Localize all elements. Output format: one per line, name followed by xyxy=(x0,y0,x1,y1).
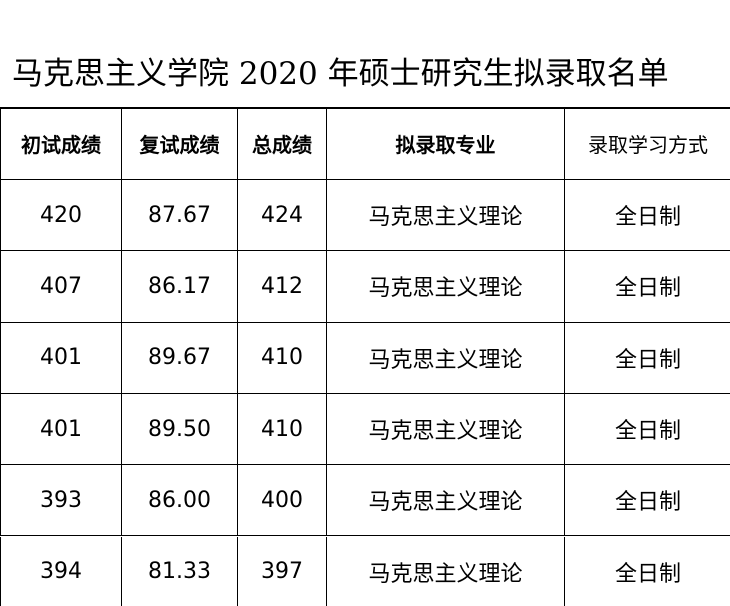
table-cell: 410 xyxy=(238,322,327,394)
table-cell: 89.67 xyxy=(122,322,238,394)
table-cell: 马克思主义理论 xyxy=(327,393,565,466)
title: 马克思主义学院 2020 年硕士研究生拟录取名单 xyxy=(12,56,669,92)
table-cell: 89.50 xyxy=(122,393,238,466)
table-cell: 87.67 xyxy=(122,180,238,252)
table-cell: 410 xyxy=(238,393,327,466)
table-cell: 400 xyxy=(238,465,327,537)
table-cell: 全日制 xyxy=(565,394,730,466)
table-cell: 马克思主义理论 xyxy=(327,322,565,394)
table-top-border xyxy=(0,107,730,109)
table-cell: 401 xyxy=(0,393,122,466)
table-cell: 86.17 xyxy=(122,251,238,323)
table-cell: 81.33 xyxy=(122,536,238,606)
table-cell: 412 xyxy=(238,251,327,323)
table-cell: 全日制 xyxy=(565,537,730,606)
table-cell: 393 xyxy=(0,465,122,537)
table-cell: 全日制 xyxy=(565,465,730,537)
table-cell: 马克思主义理论 xyxy=(327,465,565,537)
table-cell: 全日制 xyxy=(565,180,730,252)
table-cell: 394 xyxy=(0,536,122,606)
column-header: 初试成绩 xyxy=(0,108,122,180)
table-cell: 401 xyxy=(0,322,122,394)
column-header: 复试成绩 xyxy=(122,108,238,180)
table-cell: 马克思主义理论 xyxy=(327,180,565,252)
table-cell: 397 xyxy=(238,536,327,606)
column-header: 总成绩 xyxy=(238,108,327,180)
table-cell: 全日制 xyxy=(565,251,730,323)
column-header: 拟录取专业 xyxy=(327,108,565,180)
column-header: 录取学习方式 xyxy=(565,108,730,180)
table-cell: 407 xyxy=(0,251,122,323)
table-cell: 86.00 xyxy=(122,465,238,537)
table-cell: 马克思主义理论 xyxy=(327,536,565,606)
table-cell: 424 xyxy=(238,180,327,252)
table-cell: 马克思主义理论 xyxy=(327,251,565,323)
table-cell: 全日制 xyxy=(565,323,730,394)
table-cell: 420 xyxy=(0,180,122,252)
